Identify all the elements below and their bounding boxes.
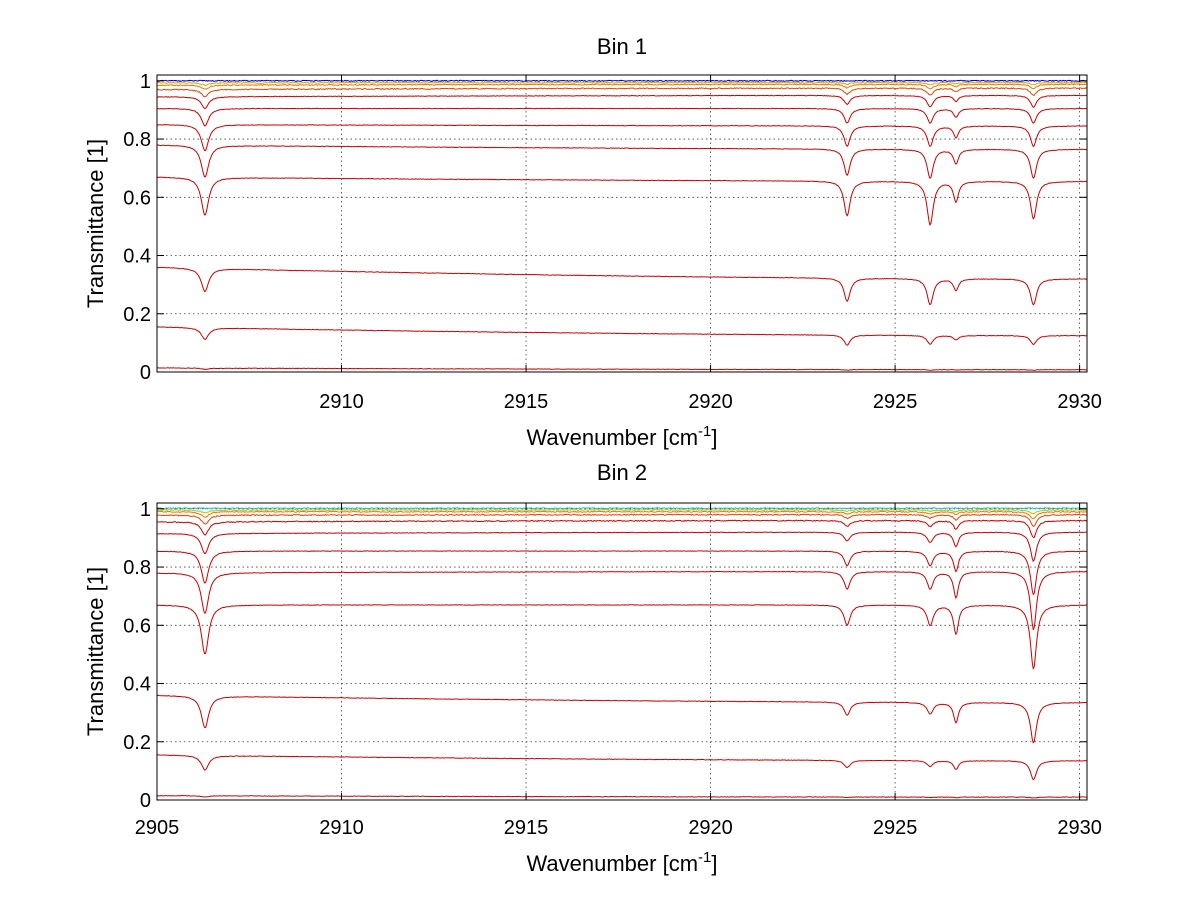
x-tick-label: 2925: [873, 817, 918, 839]
y-tick-label: 0: [140, 362, 151, 384]
series-line-bin2-s7: [156, 531, 1088, 562]
chart-title: Bin 2: [597, 460, 647, 485]
series-line-bin2-s9: [156, 513, 1088, 527]
series-line-bin2-s6: [156, 550, 1088, 596]
series-line-bin2-s3: [156, 694, 1088, 744]
x-tick-label: 2920: [688, 817, 733, 839]
series-line-bin1-s5: [156, 144, 1088, 179]
x-tick-label: 2910: [319, 391, 364, 413]
x-tick-label: 2930: [1057, 817, 1102, 839]
y-tick-label: 0.2: [123, 732, 151, 754]
y-tick-label: 0: [140, 790, 151, 812]
series-line-bin1-s2: [156, 326, 1088, 346]
y-tick-label: 1: [140, 71, 151, 93]
x-tick-label: 2930: [1057, 391, 1102, 413]
x-axis-label-end: ]: [711, 851, 717, 876]
series-line-bin2-s4: [156, 604, 1088, 670]
series-line-bin1-s3: [156, 266, 1088, 306]
x-axis-label-main: Wavenumber [cm: [526, 851, 698, 876]
y-tick-label: 0.8: [123, 557, 151, 579]
x-axis-label-sup: -1: [698, 423, 711, 440]
y-tick-label: 0.4: [123, 674, 151, 696]
series-line-bin1-s7: [156, 107, 1088, 127]
y-tick-label: 0.2: [123, 304, 151, 326]
chart-title: Bin 1: [597, 34, 647, 59]
x-tick-label: 2905: [135, 817, 180, 839]
x-tick-label: 2920: [688, 391, 733, 413]
y-axis-label: Transmittance [1]: [83, 567, 108, 736]
x-tick-label: 2915: [504, 391, 549, 413]
y-tick-label: 0.8: [123, 129, 151, 151]
x-axis-label-end: ]: [711, 425, 717, 450]
series-line-bin1-s11: [156, 81, 1088, 87]
series-line-bin2-s2: [156, 754, 1088, 781]
x-axis-label-main: Wavenumber [cm: [526, 425, 698, 450]
bin2-panel: 2905 2910 2915 2920 2925 2930 0 0.2 0.4 0.6 0.8 1 Bi…: [83, 460, 1102, 876]
series-line-bin1-s6: [156, 124, 1088, 152]
x-tick-label: 2925: [873, 391, 918, 413]
y-axis-label: Transmittance [1]: [83, 139, 108, 308]
x-axis-label-sup: -1: [698, 849, 711, 866]
series-line-bin2-s1: [156, 794, 1088, 799]
y-tick-label: 0.6: [123, 187, 151, 209]
x-axis-label: Wavenumber [cm-1]: [526, 423, 717, 450]
y-tick-label: 0.6: [123, 615, 151, 637]
series-line-bin1-s10: [156, 83, 1088, 90]
series-line-bin2-s11: [156, 508, 1088, 515]
x-tick-label: 2915: [504, 817, 549, 839]
series-line-bin2-s5: [156, 570, 1088, 631]
series-line-bin1-s4: [156, 176, 1088, 226]
series-line-bin1-s8: [157, 94, 1088, 109]
x-axis-label: Wavenumber [cm-1]: [526, 849, 717, 876]
series-line-bin2-s8: [156, 519, 1088, 538]
plot-frame: [156, 74, 1088, 373]
y-tick-label: 0.4: [123, 246, 151, 268]
series-line-bin1-s1: [156, 367, 1088, 371]
x-tick-label: 2910: [319, 817, 364, 839]
bin1-panel: 2910 2915 2920 2925 2930 0 0.2 0.4 0.6 0.8 1 Bin 1 W…: [83, 34, 1102, 450]
plot-frame: [156, 502, 1088, 801]
series-line-bin2-s10: [156, 510, 1088, 520]
series-line-bin2-s12: [156, 507, 1088, 510]
series-line-bin1-s9: [156, 87, 1088, 98]
series-line-bin1-s12: [156, 79, 1088, 82]
y-tick-label: 1: [140, 499, 151, 521]
